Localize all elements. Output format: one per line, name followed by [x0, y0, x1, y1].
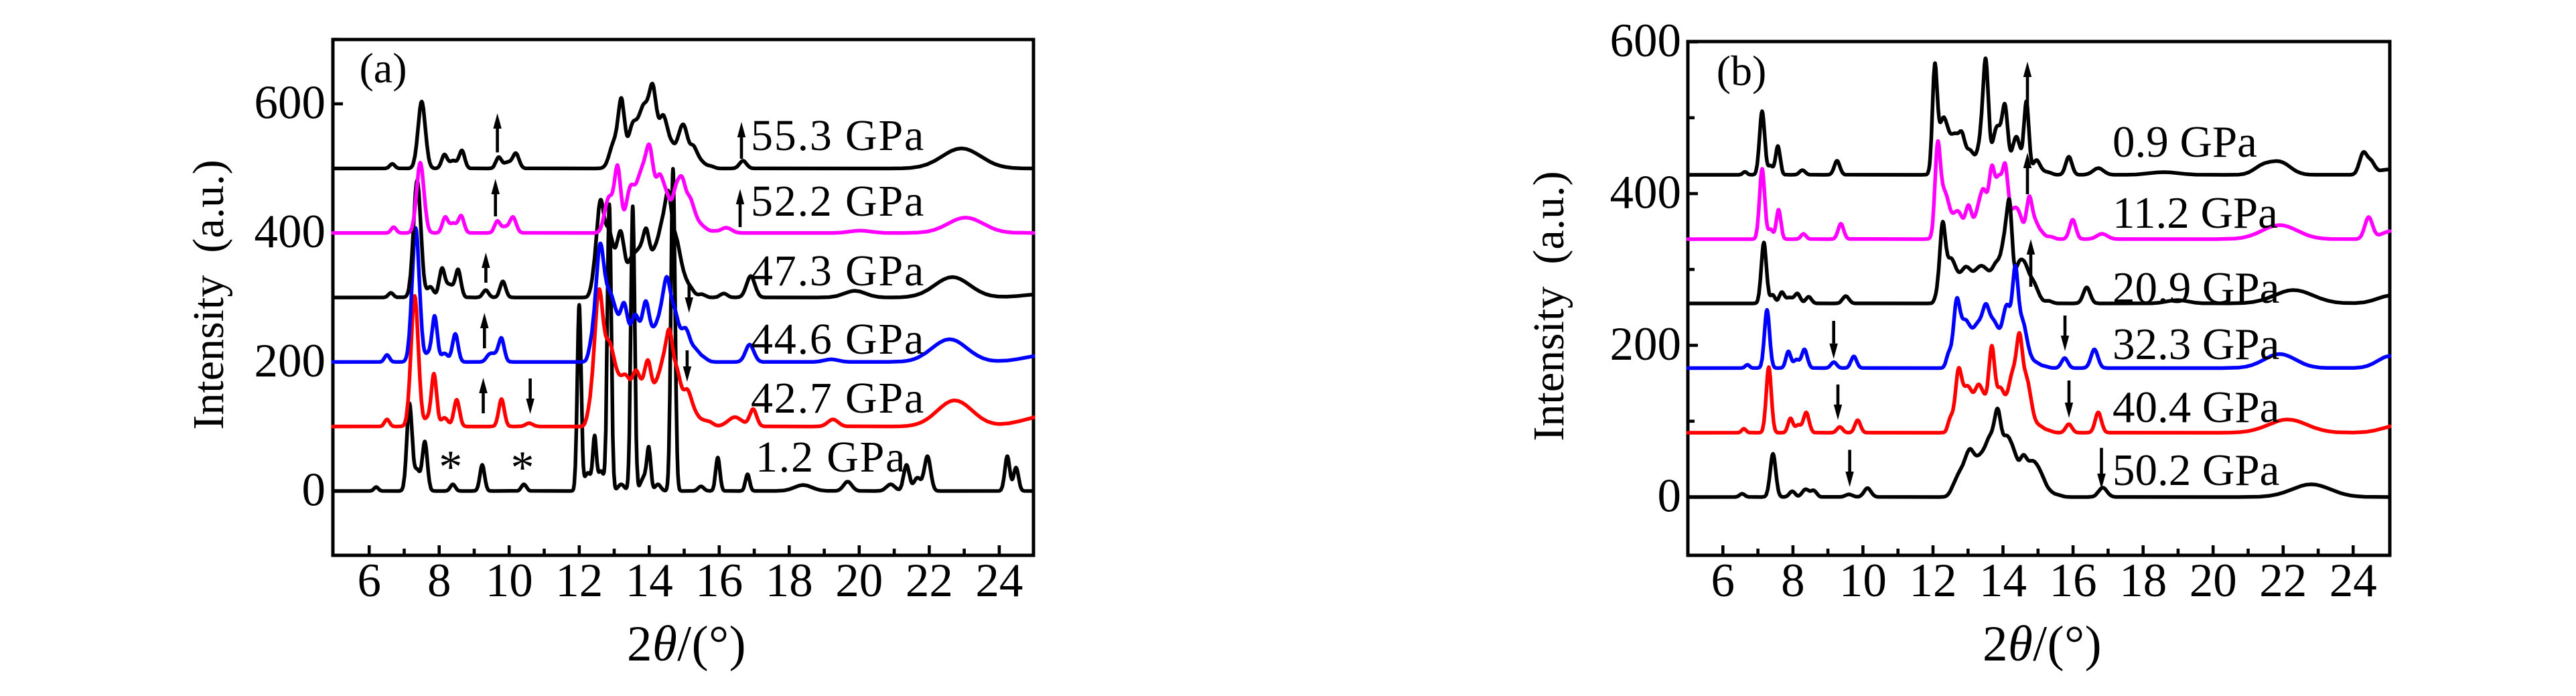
- svg-text:47.3 GPa: 47.3 GPa: [751, 247, 925, 295]
- svg-text:16: 16: [695, 555, 743, 607]
- svg-text:24: 24: [2330, 555, 2377, 607]
- svg-text:22: 22: [2259, 555, 2307, 607]
- svg-text:42.7 GPa: 42.7 GPa: [751, 374, 925, 423]
- svg-text:6: 6: [1711, 555, 1735, 607]
- svg-text:24: 24: [975, 555, 1023, 607]
- svg-text:20.9 GPa: 20.9 GPa: [2113, 263, 2279, 313]
- svg-text:10: 10: [1839, 555, 1887, 607]
- svg-text:*: *: [439, 441, 462, 493]
- svg-text:18: 18: [766, 555, 813, 607]
- svg-text:1.2 GPa: 1.2 GPa: [756, 433, 906, 482]
- svg-text:32.3 GPa: 32.3 GPa: [2113, 320, 2279, 369]
- svg-text:200: 200: [255, 335, 326, 387]
- svg-text:10: 10: [486, 555, 533, 607]
- svg-text:200: 200: [1610, 318, 1682, 370]
- svg-text:*: *: [511, 442, 534, 494]
- svg-text:50.2 GPa: 50.2 GPa: [2113, 445, 2279, 495]
- svg-text:600: 600: [1610, 15, 1682, 67]
- svg-text:(a): (a): [359, 44, 407, 92]
- svg-text:8: 8: [427, 555, 451, 607]
- svg-text:55.3 GPa: 55.3 GPa: [751, 111, 925, 160]
- svg-text:400: 400: [1610, 167, 1682, 219]
- svg-text:8: 8: [1781, 555, 1805, 607]
- svg-text:40.4 GPa: 40.4 GPa: [2113, 382, 2279, 432]
- svg-text:2θ/(°): 2θ/(°): [627, 616, 746, 672]
- svg-text:12: 12: [1910, 555, 1957, 607]
- svg-text:20: 20: [2190, 555, 2237, 607]
- svg-text:2θ/(°): 2θ/(°): [1983, 616, 2102, 672]
- svg-text:11.2 GPa: 11.2 GPa: [2113, 188, 2278, 238]
- svg-text:20: 20: [835, 555, 883, 607]
- svg-text:600: 600: [255, 77, 326, 129]
- svg-text:(b): (b): [1717, 47, 1767, 94]
- svg-text:52.2 GPa: 52.2 GPa: [751, 177, 925, 226]
- svg-text:Intensity (a.u.): Intensity (a.u.): [1524, 171, 1573, 441]
- svg-text:22: 22: [906, 555, 953, 607]
- svg-text:0.9 GPa: 0.9 GPa: [2113, 117, 2257, 167]
- svg-text:14: 14: [1979, 555, 2027, 607]
- svg-text:0: 0: [302, 464, 326, 516]
- svg-text:0: 0: [1658, 470, 1682, 523]
- svg-text:16: 16: [2050, 555, 2097, 607]
- svg-text:400: 400: [255, 206, 326, 258]
- svg-text:6: 6: [357, 555, 381, 607]
- svg-text:18: 18: [2119, 555, 2167, 607]
- svg-text:Intensity (a.u.): Intensity (a.u.): [184, 159, 233, 429]
- svg-text:44.6 GPa: 44.6 GPa: [751, 315, 925, 364]
- svg-text:14: 14: [626, 555, 673, 607]
- svg-text:12: 12: [555, 555, 603, 607]
